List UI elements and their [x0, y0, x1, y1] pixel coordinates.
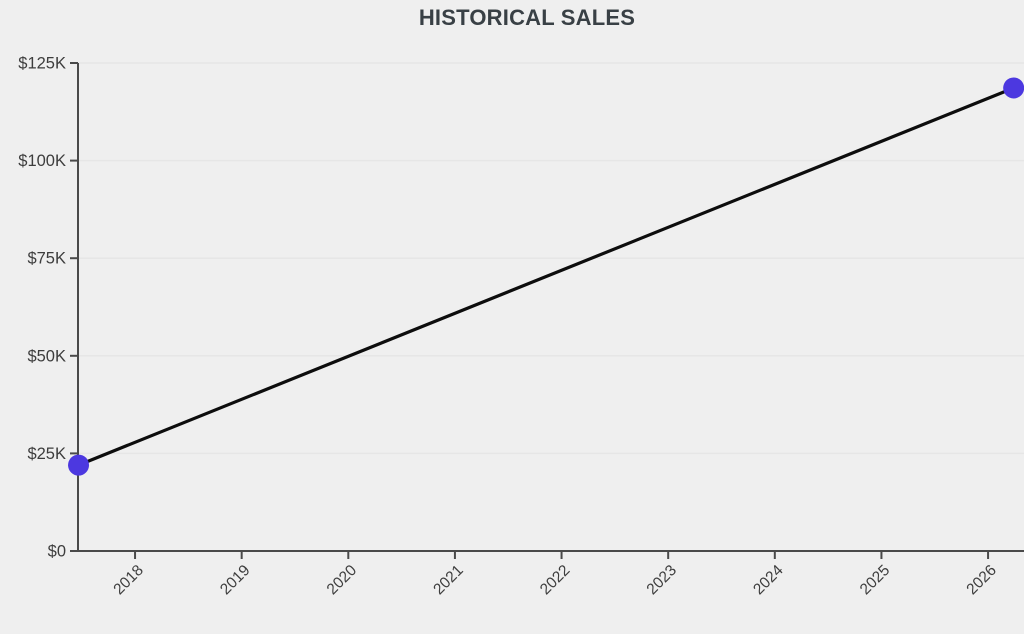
y-tick-label: $50K — [27, 347, 66, 365]
x-tick-label: 2025 — [857, 562, 893, 598]
y-tick-label: $25K — [27, 445, 66, 463]
y-tick-label: $100K — [18, 152, 66, 170]
y-tick-label: $0 — [48, 543, 66, 561]
x-tick-label: 2018 — [110, 562, 146, 598]
sales-line — [76, 86, 1016, 467]
y-tick-label: $125K — [18, 55, 66, 73]
data-point — [68, 454, 90, 476]
x-tick-label: 2023 — [644, 562, 680, 598]
x-tick-label: 2021 — [430, 562, 466, 598]
x-tick-label: 2024 — [750, 562, 787, 599]
chart-title: HISTORICAL SALES — [418, 5, 636, 30]
x-tick-label: 2019 — [217, 562, 253, 598]
x-tick-label: 2020 — [324, 562, 361, 599]
y-tick-label: $75K — [27, 250, 66, 268]
data-point — [1003, 77, 1024, 99]
x-tick-label: 2022 — [537, 562, 573, 598]
x-tick-label: 2026 — [963, 562, 999, 598]
